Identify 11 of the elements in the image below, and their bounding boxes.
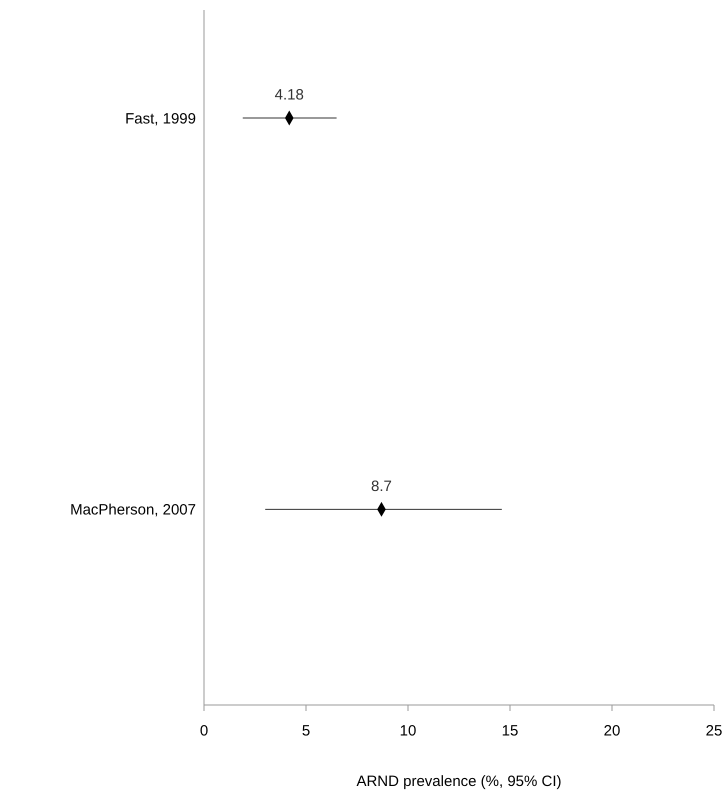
x-tick-label: 10	[400, 722, 416, 740]
x-tick-label: 0	[200, 722, 208, 740]
x-axis-title: ARND prevalence (%, 95% CI)	[356, 773, 562, 790]
x-tick-label: 5	[302, 722, 310, 740]
x-tick-label: 15	[502, 722, 518, 740]
x-tick-label: 25	[706, 722, 722, 740]
data-label: 4.18	[274, 86, 304, 104]
y-tick-label: MacPherson, 2007	[70, 502, 196, 519]
y-tick-label: Fast, 1999	[125, 110, 196, 128]
x-tick-label: 20	[604, 722, 620, 740]
data-label: 8.7	[371, 478, 392, 495]
